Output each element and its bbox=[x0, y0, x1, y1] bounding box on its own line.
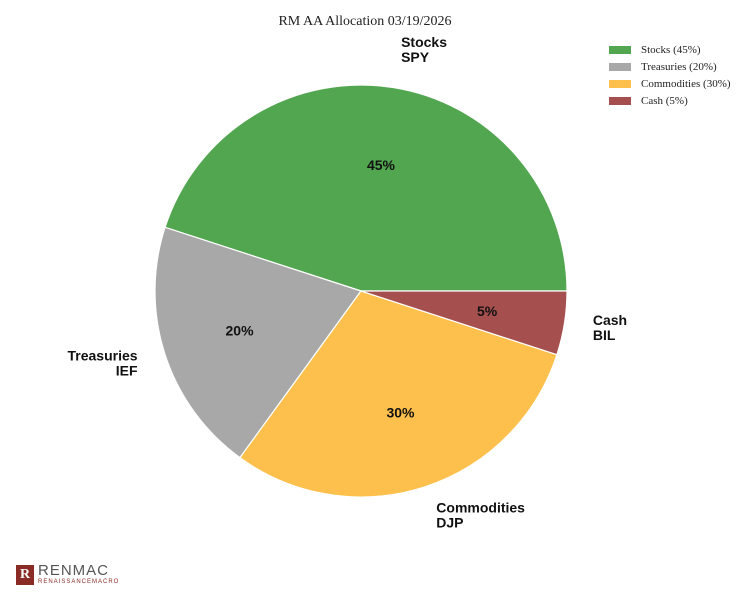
pie-slice-cash bbox=[360, 290, 568, 356]
category-label-stocks: Stocks SPY bbox=[401, 34, 447, 65]
legend-label: Commodities (30%) bbox=[641, 77, 731, 90]
percent-label-stocks: 45% bbox=[367, 157, 396, 173]
pie-slice-stocks bbox=[164, 84, 568, 292]
pie-category-labels: Stocks SPY Treasuries IEF Commodities DJP Cash… bbox=[68, 34, 628, 530]
category-label-commodities: Commodities DJP bbox=[436, 499, 525, 530]
legend-swatch bbox=[609, 96, 631, 105]
logo-main-text: RENMAC bbox=[38, 562, 110, 579]
legend-label: Cash (5%) bbox=[641, 94, 688, 107]
chart-legend: Stocks (45%) Treasuries (20%) Commodities … bbox=[609, 41, 731, 109]
legend-item-cash: Cash (5%) bbox=[609, 92, 731, 109]
legend-swatch bbox=[609, 79, 631, 88]
renmac-logo: R RENMAC RENAISSANCEMACRO bbox=[16, 563, 119, 586]
logo-text: RENMAC RENAISSANCEMACRO bbox=[38, 563, 119, 586]
logo-mark: R bbox=[16, 564, 34, 585]
legend-swatch bbox=[609, 45, 631, 54]
legend-item-treasuries: Treasuries (20%) bbox=[609, 58, 731, 75]
logo-sub-text: RENAISSANCEMACRO bbox=[38, 579, 120, 585]
legend-item-commodities: Commodities (30%) bbox=[609, 75, 731, 92]
legend-label: Treasuries (20%) bbox=[641, 60, 717, 73]
pie-slices bbox=[154, 84, 568, 498]
legend-item-stocks: Stocks (45%) bbox=[609, 41, 731, 58]
category-label-cash: Cash BIL bbox=[593, 312, 627, 343]
chart-title: RM AA Allocation 03/19/2026 bbox=[278, 14, 452, 29]
legend-label: Stocks (45%) bbox=[641, 43, 701, 56]
pie-slice-commodities bbox=[239, 290, 558, 498]
legend-swatch bbox=[609, 62, 631, 71]
pie-percent-labels: 45% 20% 30% 5% bbox=[226, 157, 498, 421]
percent-label-commodities: 30% bbox=[386, 404, 415, 420]
percent-label-treasuries: 20% bbox=[226, 322, 255, 338]
pie-slice-treasuries bbox=[154, 226, 362, 459]
category-label-treasuries: Treasuries IEF bbox=[68, 347, 139, 378]
percent-label-cash: 5% bbox=[477, 303, 498, 319]
